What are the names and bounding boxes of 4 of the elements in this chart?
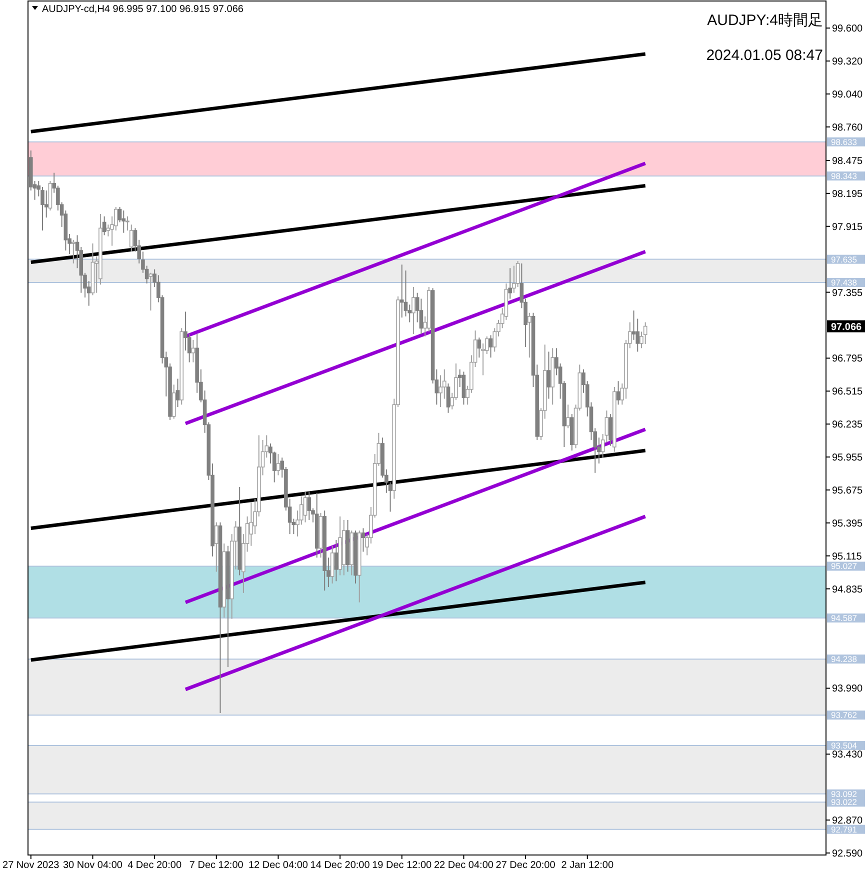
title: AUDJPY-cd,H4 96.995 97.100 96.915 97.066 [42,4,244,15]
annotation: 2024.01.05 08:47 [706,47,823,64]
annotation: AUDJPY:4時間足 [707,12,823,29]
annotation: 97.066 [831,322,862,333]
